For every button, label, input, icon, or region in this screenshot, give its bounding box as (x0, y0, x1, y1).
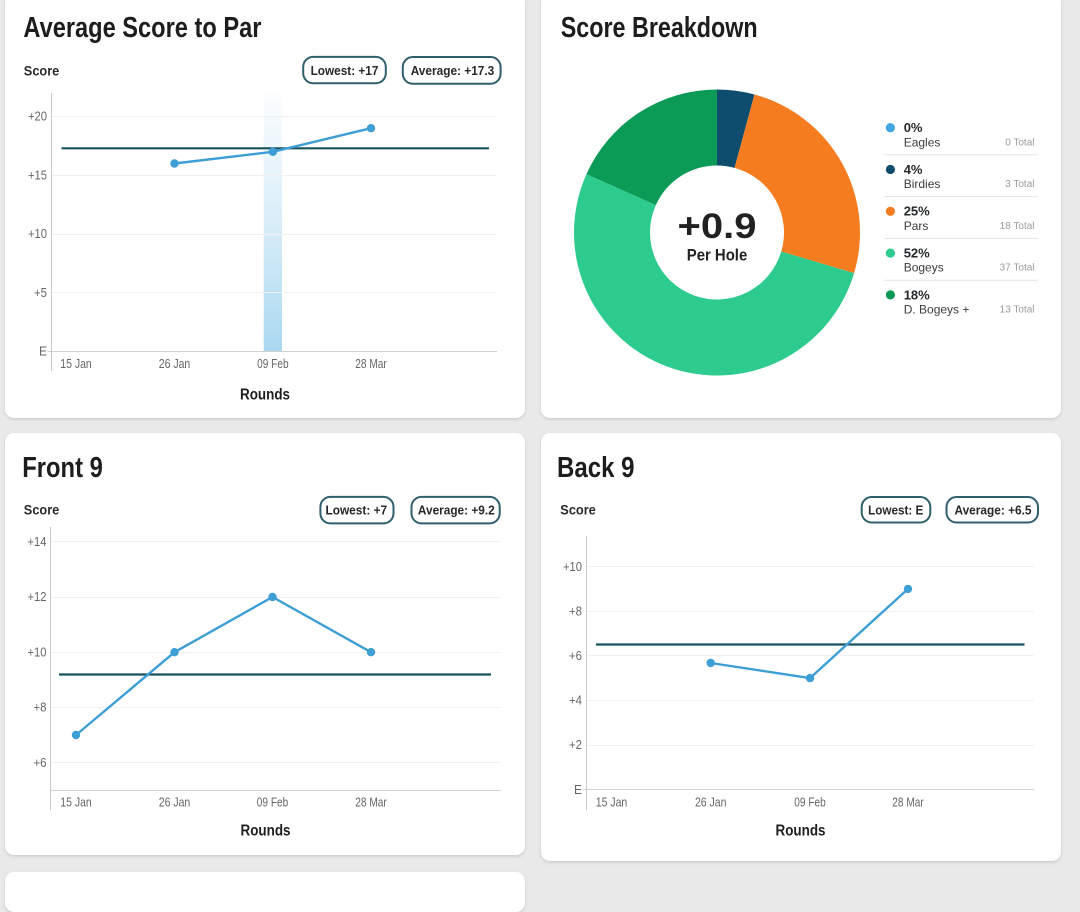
svg-text:E: E (39, 345, 47, 359)
svg-text:+5: +5 (34, 286, 47, 300)
svg-text:Pars: Pars (904, 219, 929, 233)
svg-text:+10: +10 (28, 227, 47, 241)
svg-text:15 Jan: 15 Jan (60, 357, 92, 371)
svg-text:+4: +4 (569, 694, 582, 708)
svg-text:28 Mar: 28 Mar (355, 357, 387, 371)
svg-text:Per Hole: Per Hole (687, 247, 748, 265)
svg-text:18 Total: 18 Total (1000, 221, 1035, 232)
svg-text:Rounds: Rounds (241, 823, 291, 840)
svg-text:26 Jan: 26 Jan (159, 357, 191, 371)
svg-text:+6: +6 (569, 649, 582, 663)
svg-text:Bogeys: Bogeys (904, 261, 944, 275)
svg-text:+2: +2 (569, 738, 582, 752)
svg-text:Average Score to Par: Average Score to Par (23, 12, 261, 44)
svg-text:+0.9: +0.9 (678, 207, 757, 246)
svg-text:+20: +20 (28, 110, 47, 124)
svg-text:37 Total: 37 Total (1000, 263, 1035, 274)
svg-text:52%: 52% (904, 246, 930, 261)
svg-text:+8: +8 (569, 604, 582, 618)
svg-text:Lowest: E: Lowest: E (868, 503, 923, 518)
svg-text:+6: +6 (34, 756, 47, 770)
svg-text:Score: Score (24, 63, 60, 79)
svg-text:3 Total: 3 Total (1005, 179, 1034, 190)
svg-text:+12: +12 (28, 590, 47, 604)
svg-text:Birdies: Birdies (904, 177, 941, 191)
svg-text:D. Bogeys +: D. Bogeys + (904, 303, 970, 317)
svg-text:Score: Score (24, 502, 60, 518)
svg-text:26 Jan: 26 Jan (159, 795, 191, 809)
svg-text:Back 9: Back 9 (557, 452, 635, 484)
svg-text:Average: +9.2: Average: +9.2 (418, 503, 495, 518)
svg-text:E: E (574, 783, 582, 797)
svg-text:Rounds: Rounds (776, 823, 826, 840)
svg-text:Average: +6.5: Average: +6.5 (954, 503, 1031, 518)
svg-text:25%: 25% (904, 204, 930, 219)
svg-text:+14: +14 (28, 535, 47, 549)
svg-text:Score Breakdown: Score Breakdown (561, 12, 758, 44)
svg-text:Average: +17.3: Average: +17.3 (411, 63, 495, 78)
svg-text:0 Total: 0 Total (1005, 137, 1034, 148)
svg-text:4%: 4% (904, 162, 923, 177)
svg-text:09 Feb: 09 Feb (257, 357, 289, 371)
svg-text:+10: +10 (28, 645, 47, 659)
svg-text:28 Mar: 28 Mar (892, 795, 924, 809)
svg-text:Eagles: Eagles (904, 135, 941, 149)
svg-text:13 Total: 13 Total (1000, 305, 1035, 316)
svg-text:+10: +10 (563, 560, 582, 574)
svg-text:+8: +8 (34, 701, 47, 715)
svg-text:+15: +15 (28, 168, 47, 182)
svg-text:Front 9: Front 9 (22, 452, 103, 484)
svg-text:09 Feb: 09 Feb (257, 795, 289, 809)
svg-text:Lowest: +17: Lowest: +17 (311, 63, 379, 78)
svg-text:15 Jan: 15 Jan (60, 795, 92, 809)
svg-text:15 Jan: 15 Jan (596, 795, 628, 809)
svg-text:26 Jan: 26 Jan (695, 795, 727, 809)
svg-text:09 Feb: 09 Feb (794, 795, 826, 809)
svg-text:18%: 18% (904, 287, 930, 302)
svg-text:28 Mar: 28 Mar (355, 795, 387, 809)
svg-text:0%: 0% (904, 120, 923, 135)
svg-text:Rounds: Rounds (240, 387, 290, 404)
svg-text:Lowest: +7: Lowest: +7 (325, 503, 387, 518)
svg-text:Score: Score (560, 502, 596, 518)
